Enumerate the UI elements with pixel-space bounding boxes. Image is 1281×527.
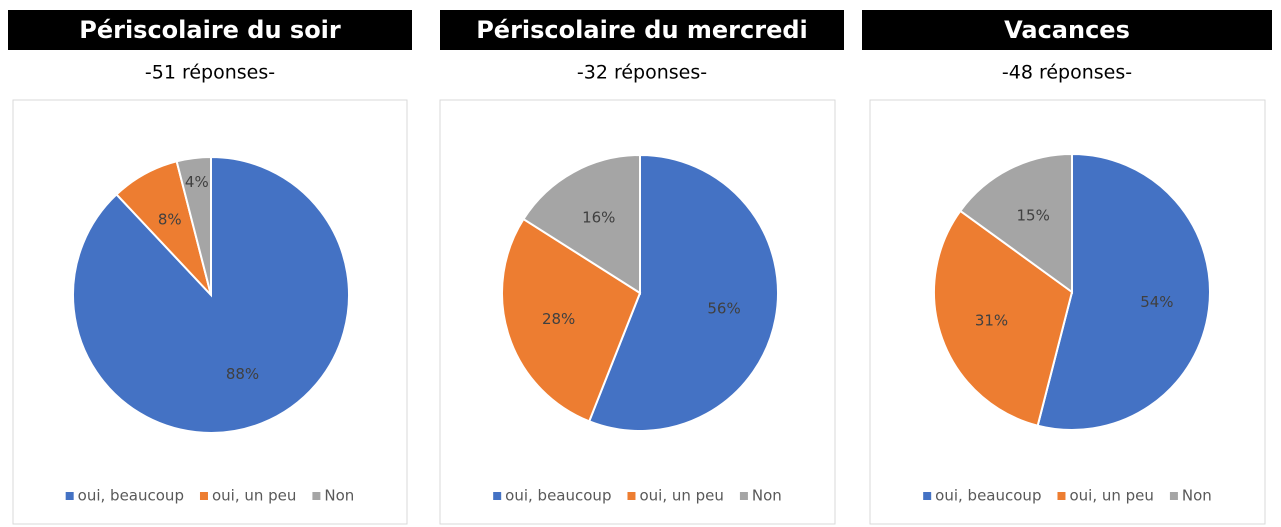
legend-marker	[312, 492, 321, 500]
chart-subtitle: -48 réponses-	[1002, 62, 1132, 84]
data-label: 31%	[975, 311, 1008, 329]
pie-slice	[933, 209, 1074, 427]
data-label: 88%	[226, 365, 259, 383]
legend-marker	[65, 492, 74, 500]
legend-marker	[493, 492, 502, 500]
legend-marker	[199, 492, 208, 500]
data-label: 4%	[185, 173, 209, 191]
legend-label: oui, un peu	[212, 487, 296, 505]
legend-label: Non	[752, 487, 782, 505]
legend-label: oui, un peu	[639, 487, 723, 505]
legend-marker	[923, 492, 932, 500]
pie-slice	[587, 153, 779, 432]
data-label: 15%	[1016, 206, 1049, 224]
data-label: 28%	[542, 310, 575, 328]
pie-slice	[501, 217, 642, 423]
legend-marker	[1057, 492, 1066, 500]
header-bar	[440, 10, 844, 50]
pie-slice	[522, 153, 641, 295]
legend-label: oui, beaucoup	[935, 487, 1041, 505]
legend-marker	[627, 492, 636, 500]
pie-slice	[958, 152, 1073, 294]
legend-marker	[1169, 492, 1178, 500]
legend-label: Non	[324, 487, 354, 505]
legend-label: oui, beaucoup	[505, 487, 611, 505]
legend-label: Non	[1182, 487, 1212, 505]
data-label: 56%	[707, 300, 740, 318]
chart-title: Périscolaire du soir	[79, 16, 341, 44]
legend-marker	[739, 492, 748, 500]
chart-subtitle: -32 réponses-	[577, 62, 707, 84]
header-bar	[8, 10, 412, 50]
data-label: 54%	[1140, 293, 1173, 311]
chart-subtitle: -51 réponses-	[145, 62, 275, 84]
data-label: 16%	[582, 209, 615, 227]
chart-title: Vacances	[1004, 16, 1130, 44]
pie-slice	[175, 155, 212, 296]
header-bar	[862, 10, 1272, 50]
legend-label: oui, beaucoup	[78, 487, 184, 505]
legend-label: oui, un peu	[1069, 487, 1153, 505]
data-label: 8%	[158, 211, 182, 229]
pie-slice	[1036, 152, 1211, 431]
chart-title: Périscolaire du mercredi	[476, 16, 808, 44]
